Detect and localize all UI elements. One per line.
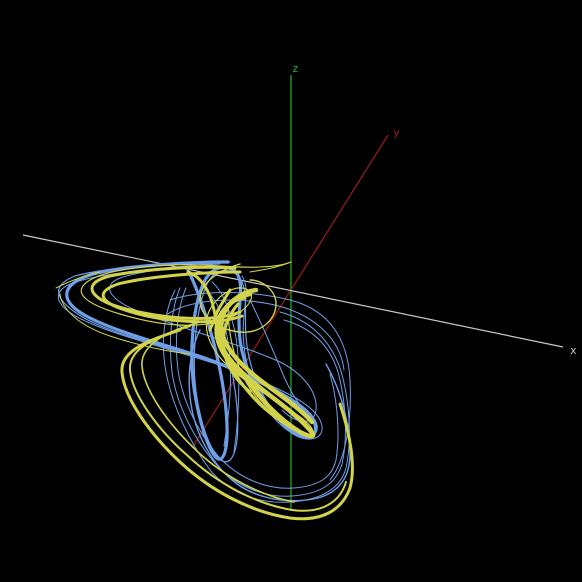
x-axis-line bbox=[22, 234, 564, 348]
y-axis-label: y bbox=[393, 126, 400, 139]
x-axis-label: x bbox=[570, 344, 577, 357]
z-axis-label: z bbox=[292, 62, 299, 75]
trajectory-yellow bbox=[55, 261, 354, 521]
trajectory-blue bbox=[57, 260, 351, 503]
